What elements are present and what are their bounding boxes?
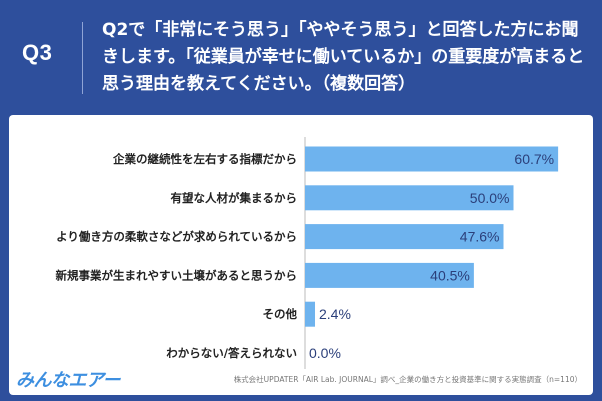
question-text: Q2で「非常にそう思う」「ややそう思う」と回答した方にお聞きします。「従業員が幸…	[102, 20, 585, 94]
bar	[305, 301, 316, 327]
bar	[305, 224, 504, 250]
question-header: Q3 Q2で「非常にそう思う」「ややそう思う」と回答した方にお聞きします。「従業…	[0, 0, 602, 115]
value-label: 0.0%	[309, 345, 341, 361]
category-label: 有望な人材が集まるから	[171, 191, 298, 205]
category-label: わからない/答えられない	[166, 346, 297, 360]
value-label: 60.7%	[514, 151, 554, 167]
source-note: 株式会社UPDATER「AIR Lab. JOURNAL」調べ_企業の働き方と投…	[233, 375, 582, 384]
value-label: 40.5%	[430, 267, 470, 283]
chart-panel: 企業の継続性を左右する指標だから 60.7% 有望な人材が集まるから 50.0% より働…	[9, 115, 593, 395]
category-label: より働き方の柔軟さなどが求められているから	[56, 230, 297, 244]
category-label: 企業の継続性を左右する指標だから	[112, 152, 297, 166]
header-divider	[82, 22, 83, 94]
bar	[305, 262, 474, 288]
question-number: Q3	[22, 40, 53, 65]
value-label: 50.0%	[470, 190, 510, 206]
brand-logo: みんなエアー	[16, 370, 120, 391]
bar-chart: 企業の継続性を左右する指標だから 60.7% 有望な人材が集まるから 50.0% より働…	[56, 137, 559, 369]
bar	[305, 146, 559, 172]
value-label: 2.4%	[319, 306, 351, 322]
value-label: 47.6%	[460, 229, 500, 245]
bar	[305, 185, 514, 211]
category-label: その他	[263, 307, 298, 321]
category-label: 新規事業が生まれやすい土壌があると思うから	[56, 268, 298, 282]
